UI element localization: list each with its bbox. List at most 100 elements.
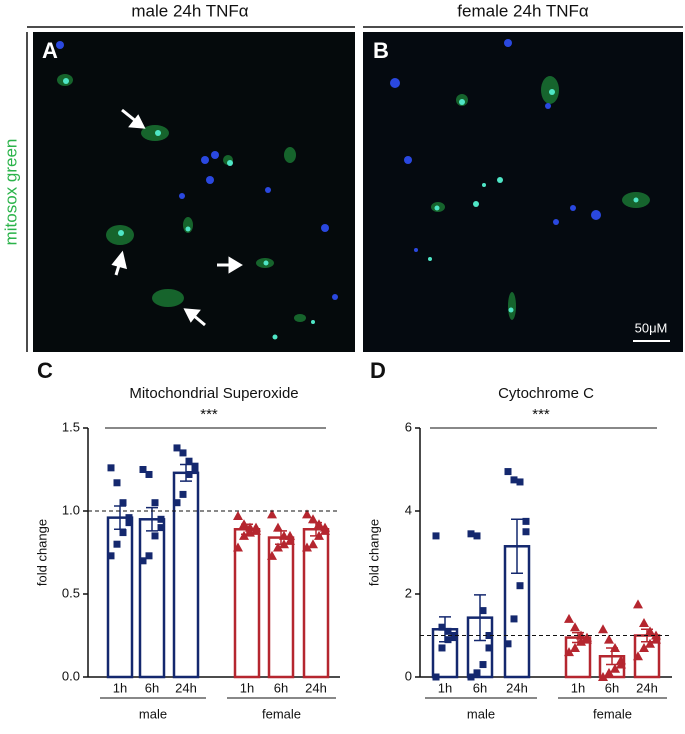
y-tick-label: 2 [405,585,412,600]
error-bar [572,631,584,644]
data-point [576,636,586,646]
y-tick-label: 0.5 [62,585,80,600]
data-point [119,499,127,507]
data-point [438,623,446,631]
error-bar [439,616,451,643]
data-point [239,530,249,540]
data-point [285,530,295,540]
data-point [179,449,187,457]
y-tick-label: 4 [405,502,412,517]
data-point [173,444,181,452]
error-bar [146,506,158,532]
data-point [610,663,620,673]
y-axis-label: fold change [366,519,381,586]
data-point [598,624,608,634]
data-point [251,525,261,535]
data-point [504,468,512,476]
data-point [582,634,592,644]
data-point [157,524,165,532]
data-point [639,618,649,628]
data-point [564,613,574,623]
error-bar [275,530,287,545]
group-label: female [262,706,301,721]
data-point [233,510,243,520]
x-tick-label: 1h [113,680,127,695]
data-point [145,552,153,560]
data-point [308,539,318,549]
data-point [107,464,115,472]
x-tick-label: 6h [473,680,487,695]
significance-label: *** [200,406,218,423]
data-point [570,622,580,632]
data-point [645,638,655,648]
data-point [598,672,608,681]
error-bar [180,463,192,482]
data-point [485,632,493,639]
data-point [510,476,518,484]
panel-letter: B [373,38,389,63]
data-point [473,532,481,540]
panel-heading: male 24h TNFα [131,1,248,20]
data-point [320,525,330,535]
error-bar [241,523,253,535]
panel-letter: A [42,38,58,63]
data-point [639,642,649,652]
data-point [616,659,626,669]
data-point [273,542,283,552]
data-point [107,552,115,560]
y-tick-label: 1.0 [62,502,80,517]
x-tick-label: 1h [571,680,585,695]
data-point [444,627,452,635]
data-point [450,634,458,642]
data-point [504,640,512,648]
data-point [570,642,580,652]
data-point [267,509,277,519]
data-point [125,519,133,527]
panel-letter: C [37,358,53,383]
data-point [119,529,127,537]
panel-letter: D [370,358,386,383]
data-point [651,634,661,644]
data-point [479,607,487,615]
data-point [302,542,312,552]
data-point [139,466,147,473]
data-point [479,661,487,669]
data-point [179,490,187,498]
x-tick-label: 1h [438,680,452,695]
data-point [432,673,440,681]
error-bar [511,518,523,574]
data-point [522,517,530,525]
micrograph [363,32,683,352]
error-bar [310,521,322,537]
group-label: male [139,706,167,721]
chart-title: Cytochrome C [498,385,594,402]
data-point [485,644,493,652]
chart-title: Mitochondrial Superoxide [129,385,298,402]
y-axis-label: fold change [34,519,49,586]
data-point [564,647,574,657]
data-point [516,582,524,590]
y-tick-label: 1.5 [62,419,80,434]
data-point [157,515,165,523]
x-tick-label: 6h [145,680,159,695]
group-label: male [467,706,495,721]
data-point [125,514,133,522]
error-bar [114,505,126,531]
stain-label: mitosox green [1,139,20,246]
data-point [308,514,318,524]
data-point [139,557,147,565]
x-tick-label: 6h [605,680,619,695]
y-tick-label: 6 [405,419,412,434]
data-point [173,499,181,507]
data-point [145,470,153,478]
x-tick-label: 6h [274,680,288,695]
data-point [285,535,295,545]
data-point [151,499,159,507]
data-point [522,528,530,536]
cells [56,41,338,340]
x-tick-label: 1h [240,680,254,695]
x-tick-label: 24h [636,680,658,695]
data-point [467,530,475,538]
x-tick-label: 24h [506,680,528,695]
data-point [604,634,614,644]
